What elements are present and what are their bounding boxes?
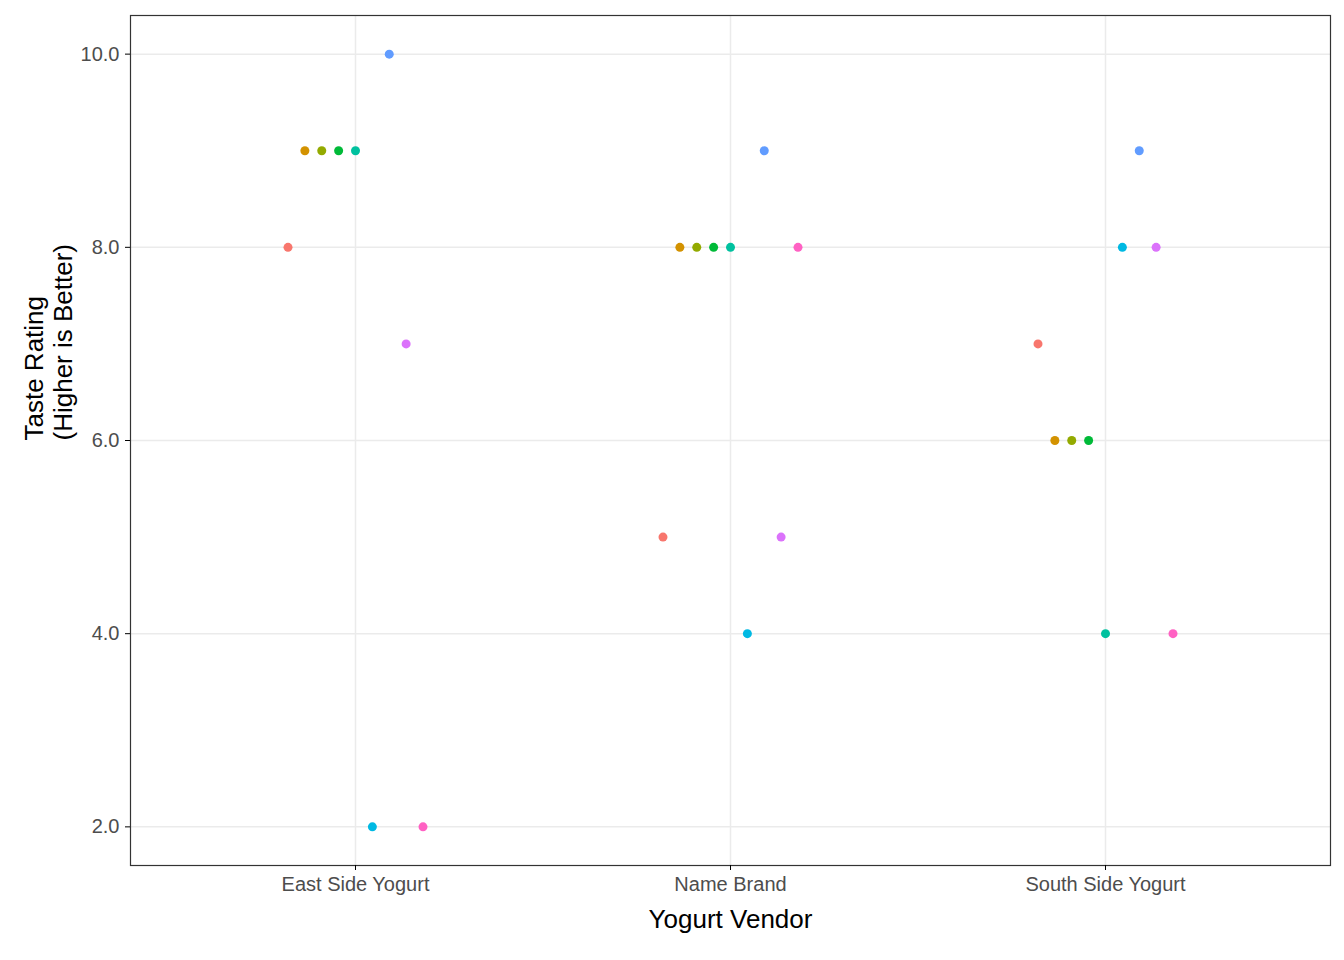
svg-text:East Side Yogurt: East Side Yogurt bbox=[282, 873, 430, 895]
svg-text:8.0: 8.0 bbox=[92, 236, 120, 258]
svg-text:Taste Rating(Higher is Better): Taste Rating(Higher is Better) bbox=[19, 244, 78, 441]
svg-text:South Side Yogurt: South Side Yogurt bbox=[1025, 873, 1186, 895]
svg-text:4.0: 4.0 bbox=[92, 622, 120, 644]
svg-text:6.0: 6.0 bbox=[92, 429, 120, 451]
svg-text:10.0: 10.0 bbox=[81, 43, 120, 65]
svg-text:Name Brand: Name Brand bbox=[674, 873, 786, 895]
svg-text:2.0: 2.0 bbox=[92, 815, 120, 837]
svg-text:Yogurt Vendor: Yogurt Vendor bbox=[649, 904, 813, 934]
